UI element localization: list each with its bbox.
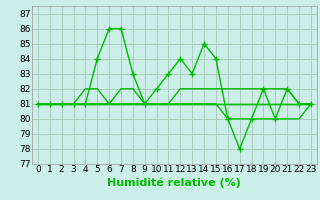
X-axis label: Humidité relative (%): Humidité relative (%) bbox=[108, 177, 241, 188]
